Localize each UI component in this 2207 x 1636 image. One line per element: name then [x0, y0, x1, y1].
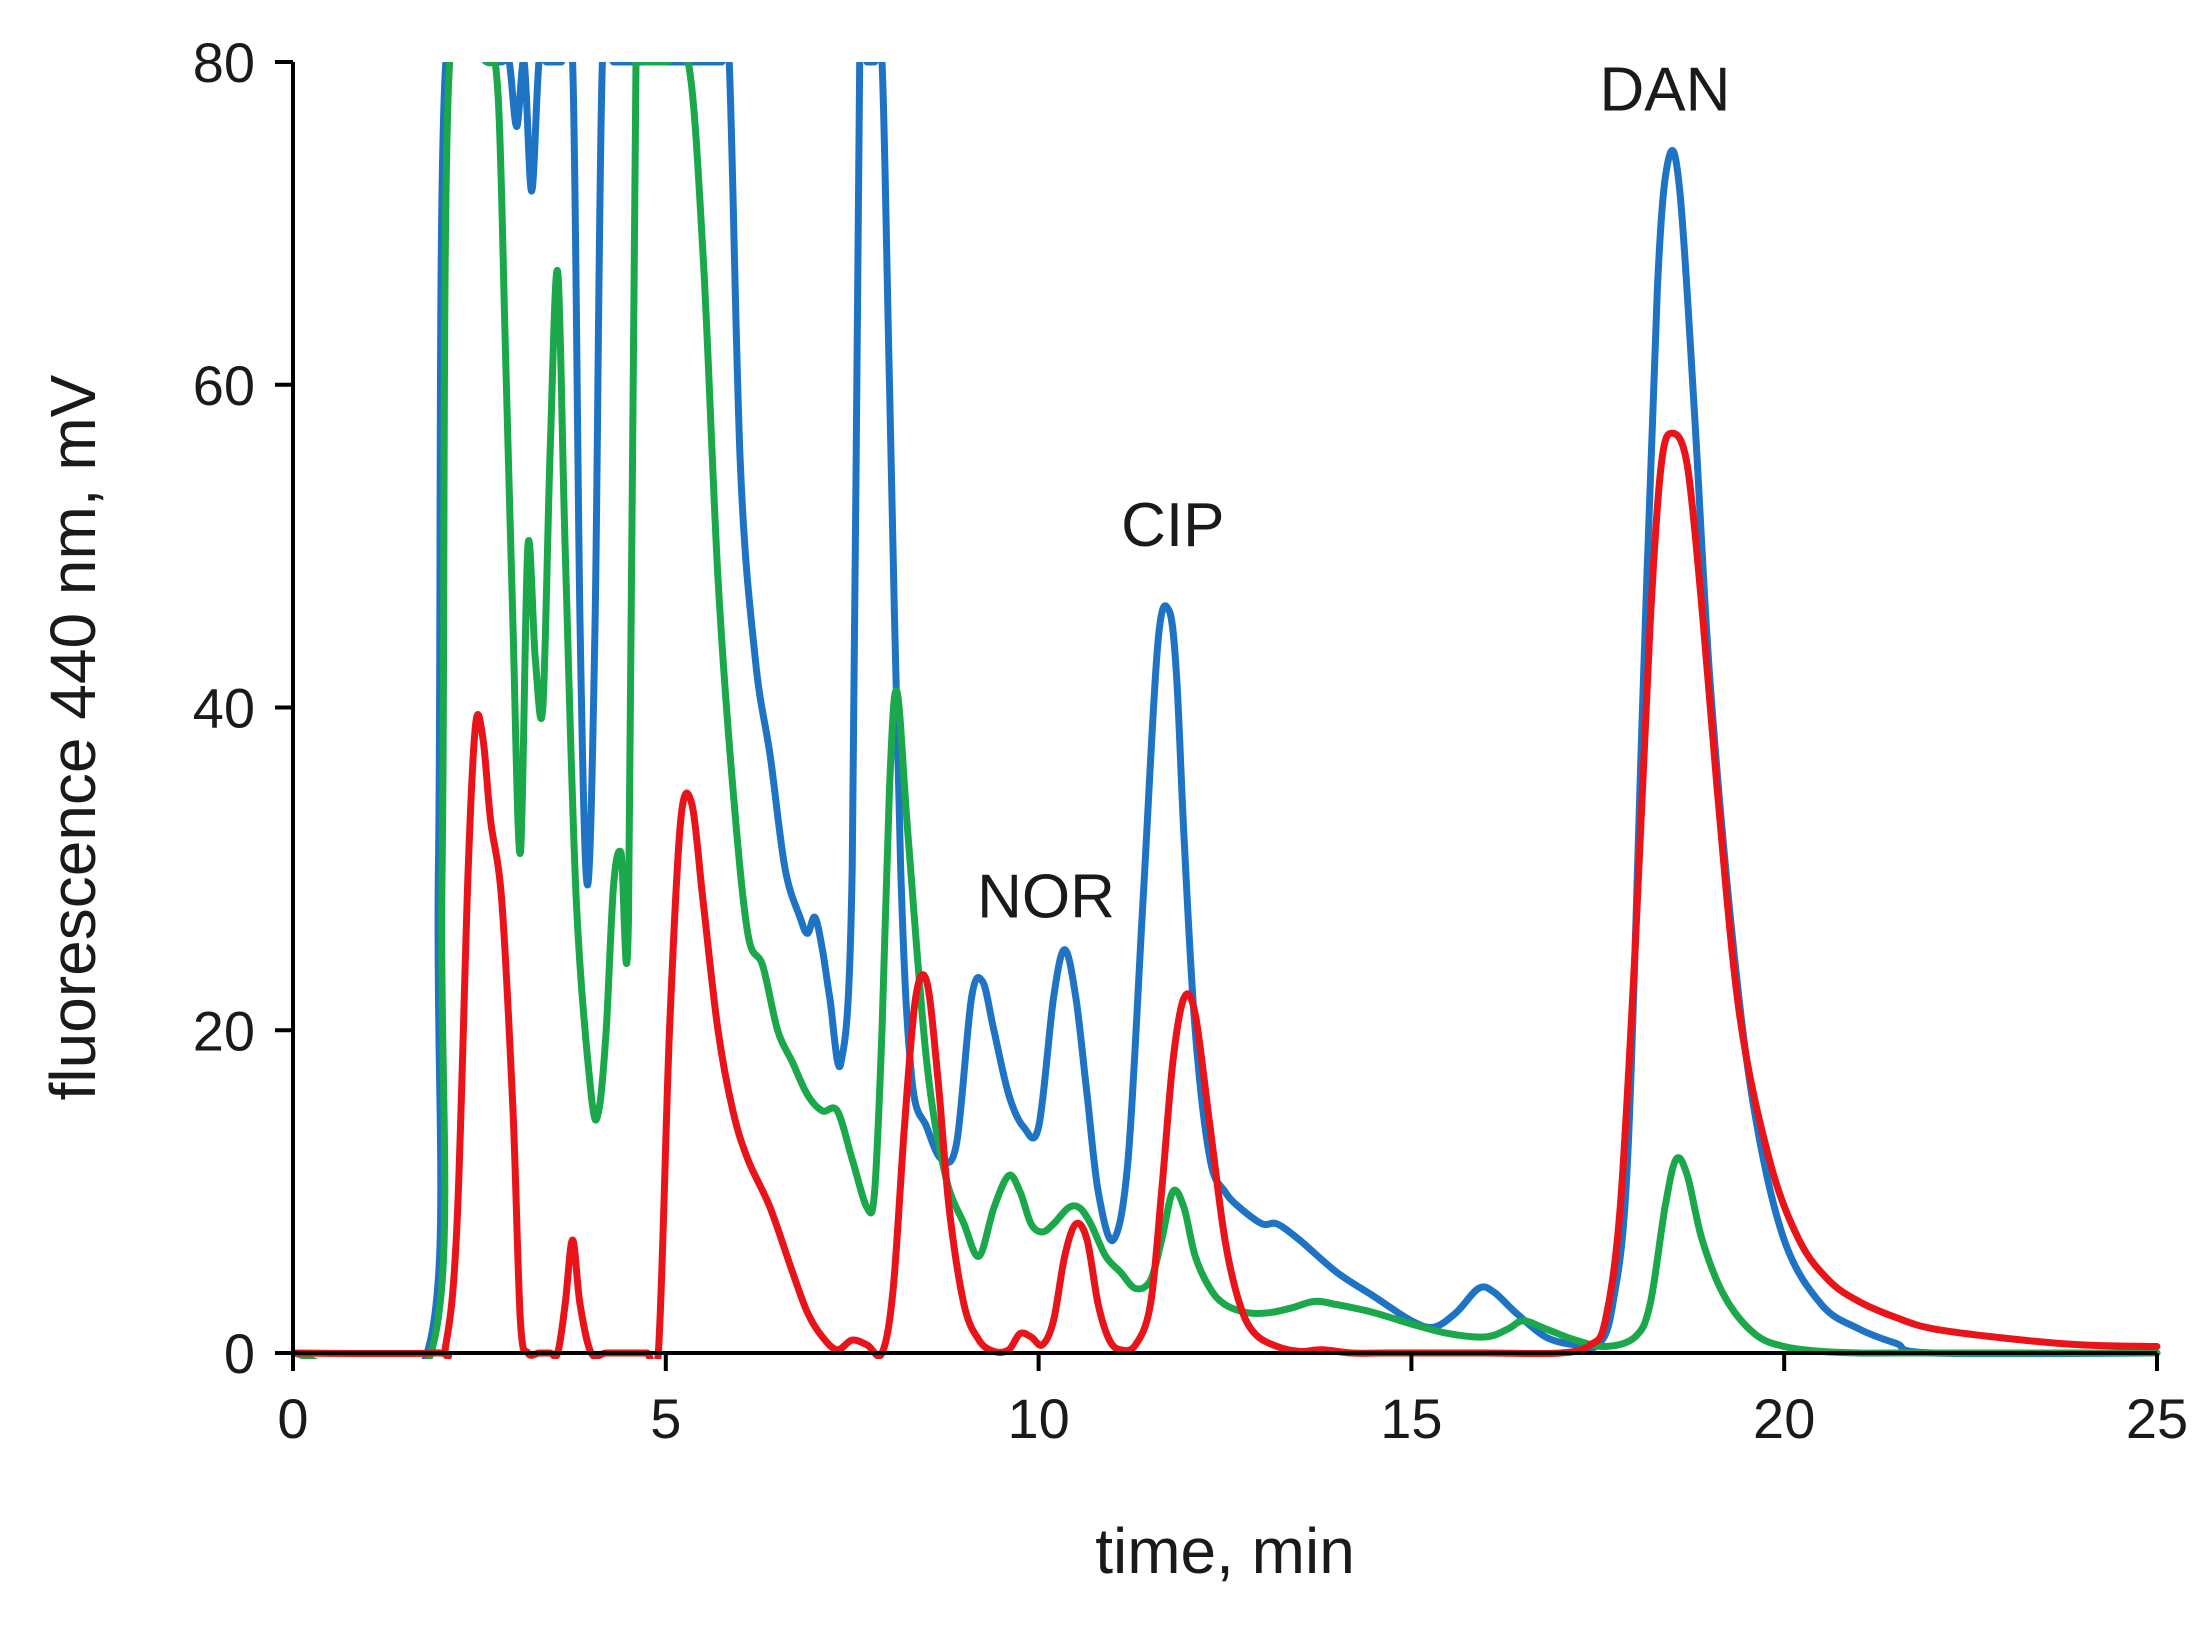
plot-area: 0 5 10 15 20 25 0 20 40 60 80 NOR CIP DAN: [193, 31, 2188, 1450]
series-green-line: [293, 62, 2161, 1359]
y-tick-label: 0: [224, 1322, 255, 1385]
axes: 0 5 10 15 20 25 0 20 40 60 80: [193, 31, 2188, 1450]
x-ticks: 0 5 10 15 20 25: [277, 1353, 2188, 1450]
series-blue-line: [293, 62, 2161, 1359]
x-tick-label: 25: [2126, 1387, 2188, 1450]
x-tick-label: 15: [1380, 1387, 1442, 1450]
y-tick-label: 80: [193, 31, 255, 94]
annotation-layer: NOR CIP DAN: [977, 55, 1730, 931]
y-tick-label: 20: [193, 999, 255, 1062]
x-tick-label: 10: [1007, 1387, 1069, 1450]
x-axis-title: time, min: [1095, 1515, 1355, 1587]
y-axis-title: fluorescence 440 nm, mV: [37, 374, 109, 1100]
y-tick-label: 60: [193, 354, 255, 417]
peak-label-cip: CIP: [1121, 491, 1224, 560]
y-tick-label: 40: [193, 677, 255, 740]
y-ticks: 0 20 40 60 80: [193, 31, 293, 1385]
series-layer: [293, 62, 2161, 1359]
x-tick-label: 5: [650, 1387, 681, 1450]
peak-label-nor: NOR: [977, 862, 1115, 931]
series-red-line: [293, 429, 2161, 1359]
x-tick-label: 0: [277, 1387, 308, 1450]
x-tick-label: 20: [1753, 1387, 1815, 1450]
peak-label-dan: DAN: [1599, 55, 1730, 124]
